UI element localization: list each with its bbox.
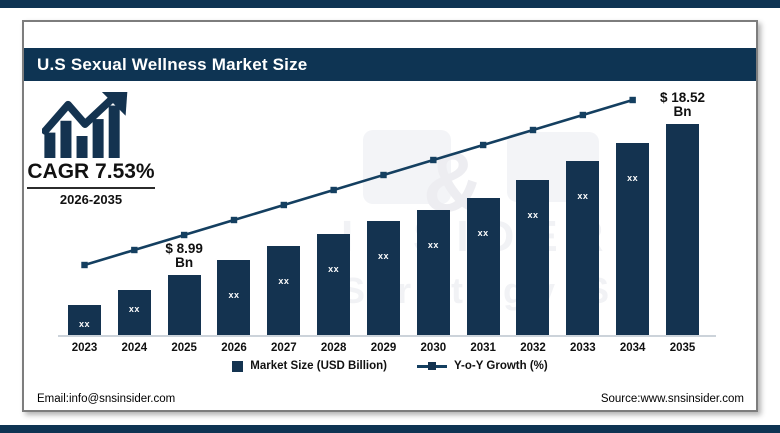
bar-value-hidden: xx bbox=[477, 228, 489, 238]
bar-value-hidden: xx bbox=[328, 264, 340, 274]
bar-2033: xx bbox=[566, 161, 600, 336]
line-series-marker-icon bbox=[417, 361, 448, 370]
bar-series-marker-icon bbox=[232, 360, 244, 372]
chart-plot-area: xx xx $ 8.99 Bn xx xx xx xx xx xx xx xx xx $ 18.52 Bn bbox=[60, 90, 720, 336]
bar-value-hidden: xx bbox=[577, 191, 589, 201]
line-marker-icon bbox=[380, 171, 387, 179]
x-tick-2032: 2032 bbox=[520, 342, 546, 354]
bar-2027: xx bbox=[267, 246, 301, 336]
line-marker-icon bbox=[81, 261, 88, 269]
x-tick-2034: 2034 bbox=[619, 342, 646, 354]
bar-value-hidden: xx bbox=[377, 251, 389, 261]
line-marker-icon bbox=[330, 186, 337, 194]
bar-value-label-2025: $ 8.99 Bn bbox=[165, 241, 203, 270]
line-marker-icon bbox=[180, 231, 188, 239]
bar-value-hidden: xx bbox=[427, 240, 439, 250]
x-tick-2029: 2029 bbox=[370, 342, 397, 354]
growth-chart-icon bbox=[42, 92, 128, 158]
bar-2025 bbox=[167, 275, 201, 336]
bar-2023: xx bbox=[68, 305, 101, 336]
source-website: Source:www.snsinsider.com bbox=[600, 393, 744, 405]
legend-label: Market Size (USD Billion) bbox=[250, 360, 388, 372]
bar-2030: xx bbox=[416, 210, 450, 336]
bar-value-hidden: xx bbox=[128, 304, 140, 314]
bar-2029: xx bbox=[366, 221, 400, 336]
x-tick-2024: 2024 bbox=[121, 342, 148, 354]
line-marker-icon bbox=[629, 96, 636, 104]
bar-value-hidden: xx bbox=[278, 276, 290, 286]
bar-value-hidden: xx bbox=[627, 173, 639, 183]
page-title: U.S Sexual Wellness Market Size bbox=[24, 48, 756, 81]
line-marker-icon bbox=[230, 216, 238, 224]
x-tick-2033: 2033 bbox=[570, 342, 596, 354]
bar-2024: xx bbox=[117, 290, 151, 336]
bar-2028: xx bbox=[317, 234, 351, 336]
bottom-accent-strip bbox=[0, 425, 780, 433]
line-marker-icon bbox=[529, 126, 537, 134]
bar-2026: xx bbox=[217, 260, 251, 336]
line-marker-icon bbox=[579, 111, 587, 119]
x-tick-2035: 2035 bbox=[669, 342, 696, 354]
bar-value-hidden: xx bbox=[527, 210, 539, 220]
x-tick-2031: 2031 bbox=[470, 342, 496, 354]
x-tick-2030: 2030 bbox=[420, 342, 447, 354]
x-axis-line bbox=[58, 335, 716, 337]
line-marker-icon bbox=[430, 156, 437, 164]
line-marker-icon bbox=[131, 246, 138, 254]
contact-email: Email:info@snsinsider.com bbox=[37, 393, 176, 405]
x-tick-2023: 2023 bbox=[71, 342, 98, 354]
yoy-growth-line bbox=[81, 96, 636, 269]
bar-value-label-2035: $ 18.52 Bn bbox=[659, 90, 705, 119]
cagr-value: CAGR 7.53% bbox=[27, 160, 155, 189]
bar-2032: xx bbox=[516, 180, 550, 336]
x-tick-2025: 2025 bbox=[171, 342, 197, 354]
bar-2034: xx bbox=[616, 143, 650, 336]
legend-item-market-size: Market Size (USD Billion) bbox=[232, 360, 387, 372]
line-marker-icon bbox=[479, 141, 487, 149]
cagr-block: CAGR 7.53% 2026-2035 bbox=[24, 160, 158, 207]
bar-2031: xx bbox=[466, 198, 500, 336]
line-marker-icon bbox=[280, 201, 288, 209]
chart-legend: Market Size (USD Billion) Y-o-Y Growth (… bbox=[0, 360, 780, 372]
cagr-period: 2026-2035 bbox=[59, 192, 123, 207]
legend-item-yoy-growth: Y-o-Y Growth (%) bbox=[417, 360, 548, 372]
bar-2035 bbox=[665, 124, 699, 336]
x-tick-2028: 2028 bbox=[320, 342, 347, 354]
x-tick-2027: 2027 bbox=[271, 342, 297, 354]
x-tick-2026: 2026 bbox=[221, 342, 247, 354]
legend-label: Y-o-Y Growth (%) bbox=[454, 360, 548, 372]
top-accent-strip bbox=[0, 0, 780, 8]
bar-value-hidden: xx bbox=[78, 319, 90, 329]
bar-value-hidden: xx bbox=[228, 290, 240, 300]
